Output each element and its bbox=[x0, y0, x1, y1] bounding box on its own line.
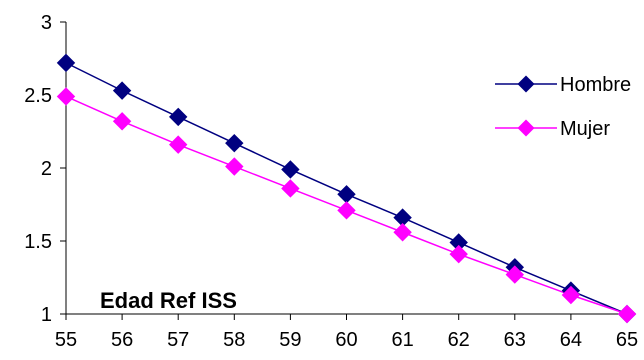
x-tick-label: 61 bbox=[391, 329, 413, 351]
legend: Hombre Mujer bbox=[495, 74, 631, 140]
data-point-hombre bbox=[225, 133, 244, 153]
y-tick-label: 2 bbox=[41, 158, 52, 180]
data-point-mujer bbox=[617, 304, 637, 324]
data-point-hombre bbox=[168, 107, 188, 127]
legend-marker-mujer bbox=[517, 119, 535, 137]
data-point-hombre bbox=[56, 53, 76, 73]
data-point-hombre bbox=[337, 185, 356, 204]
y-tick-label: 1 bbox=[41, 304, 52, 326]
y-tick-label: 1.5 bbox=[24, 231, 52, 253]
y-tick-label: 3 bbox=[41, 12, 52, 34]
x-tick-label: 64 bbox=[560, 329, 582, 351]
data-point-hombre bbox=[281, 160, 300, 179]
x-tick-label: 62 bbox=[448, 329, 470, 351]
series-layer bbox=[56, 53, 637, 324]
axes: 1 1.5 2 2.5 3 55 56 57 58 59 60 61 62 63 64 65 bbox=[24, 12, 638, 351]
data-point-mujer bbox=[337, 201, 356, 220]
x-tick-label: 57 bbox=[167, 329, 189, 351]
legend-label-mujer: Mujer bbox=[560, 118, 610, 140]
data-point-mujer bbox=[168, 135, 188, 154]
data-point-mujer bbox=[112, 112, 132, 131]
y-tick-label: 2.5 bbox=[24, 85, 52, 107]
data-point-mujer bbox=[56, 87, 76, 106]
data-point-mujer bbox=[561, 285, 581, 305]
x-tick-label: 58 bbox=[223, 329, 245, 351]
x-tick-label: 65 bbox=[616, 329, 638, 351]
x-tick-label: 55 bbox=[55, 329, 77, 351]
data-point-mujer bbox=[505, 265, 525, 284]
x-tick-label: 63 bbox=[504, 329, 526, 351]
x-tick-label: 59 bbox=[279, 329, 301, 351]
legend-marker-hombre bbox=[517, 75, 535, 93]
data-point-mujer bbox=[281, 179, 300, 198]
data-point-mujer bbox=[225, 157, 244, 176]
chart-annotation: Edad Ref ISS bbox=[100, 288, 237, 313]
data-point-hombre bbox=[112, 81, 132, 100]
data-point-mujer bbox=[449, 244, 468, 264]
data-point-mujer bbox=[393, 223, 412, 242]
x-tick-label: 56 bbox=[111, 329, 133, 351]
x-tick-label: 60 bbox=[335, 329, 357, 351]
legend-label-hombre: Hombre bbox=[560, 74, 631, 96]
